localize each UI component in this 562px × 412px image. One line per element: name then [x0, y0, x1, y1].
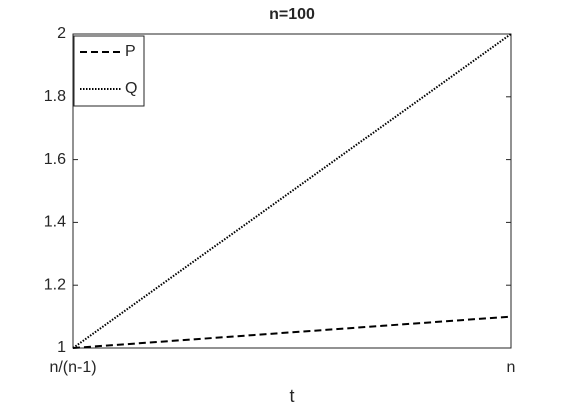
y-tick-label: 1.8 [44, 88, 66, 105]
y-tick-label: 2 [57, 25, 66, 42]
axes-box [72, 33, 512, 349]
x-axis-label: t [289, 386, 294, 406]
x-tick-label: n [507, 359, 516, 376]
y-tick-label: 1.4 [44, 214, 66, 231]
x-tick-label: n/(n-1) [49, 359, 96, 376]
chart-title: n=100 [269, 6, 315, 23]
y-tick-label: 1.2 [44, 276, 66, 293]
legend-label: Q [125, 80, 137, 97]
legend-box [73, 35, 145, 107]
legend-label: P [125, 43, 136, 60]
y-tick-label: 1 [57, 339, 66, 356]
series-line [72, 315, 512, 349]
y-tick-label: 1.6 [44, 151, 66, 168]
